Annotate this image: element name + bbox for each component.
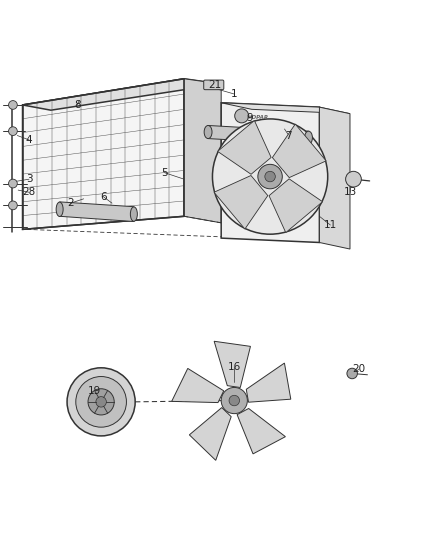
Circle shape	[96, 397, 106, 407]
Polygon shape	[237, 408, 286, 454]
Circle shape	[235, 109, 249, 123]
Ellipse shape	[131, 207, 138, 221]
FancyBboxPatch shape	[204, 80, 224, 90]
Text: 21: 21	[208, 80, 221, 90]
Circle shape	[221, 387, 247, 414]
Circle shape	[229, 395, 240, 406]
Circle shape	[67, 368, 135, 436]
Text: 4: 4	[26, 135, 32, 145]
Ellipse shape	[56, 202, 63, 216]
Text: 1: 1	[231, 89, 237, 99]
Text: 19: 19	[88, 386, 101, 396]
Circle shape	[9, 201, 17, 210]
Circle shape	[76, 376, 127, 427]
Polygon shape	[208, 125, 308, 144]
Polygon shape	[269, 179, 322, 232]
Polygon shape	[22, 79, 184, 229]
Circle shape	[9, 101, 17, 109]
Circle shape	[347, 368, 357, 379]
Polygon shape	[22, 79, 221, 110]
Circle shape	[346, 171, 361, 187]
Text: 3: 3	[26, 174, 32, 184]
Polygon shape	[172, 368, 224, 402]
Text: 16: 16	[228, 362, 241, 372]
Text: 28: 28	[22, 187, 36, 197]
Polygon shape	[184, 79, 221, 223]
Circle shape	[88, 389, 114, 415]
Polygon shape	[272, 124, 326, 177]
Text: MOPAR: MOPAR	[247, 115, 269, 120]
Circle shape	[258, 164, 283, 189]
Polygon shape	[214, 341, 251, 387]
Circle shape	[9, 127, 17, 135]
Ellipse shape	[304, 131, 312, 144]
Text: 20: 20	[352, 364, 365, 374]
Text: 5: 5	[161, 168, 168, 177]
Text: 6: 6	[100, 192, 106, 201]
Polygon shape	[246, 363, 291, 402]
Ellipse shape	[204, 125, 212, 139]
Polygon shape	[218, 120, 271, 174]
Circle shape	[212, 119, 328, 234]
Text: 2: 2	[67, 198, 74, 208]
Polygon shape	[221, 103, 350, 114]
Text: 13: 13	[343, 187, 357, 197]
Text: 8: 8	[74, 100, 81, 110]
Polygon shape	[214, 175, 268, 229]
Polygon shape	[221, 103, 319, 243]
Text: 7: 7	[286, 131, 292, 141]
Text: 11: 11	[324, 220, 337, 230]
Polygon shape	[189, 408, 231, 461]
Circle shape	[9, 179, 17, 188]
Circle shape	[265, 171, 276, 182]
Text: 9: 9	[246, 113, 253, 123]
Polygon shape	[319, 107, 350, 249]
Polygon shape	[60, 202, 134, 222]
